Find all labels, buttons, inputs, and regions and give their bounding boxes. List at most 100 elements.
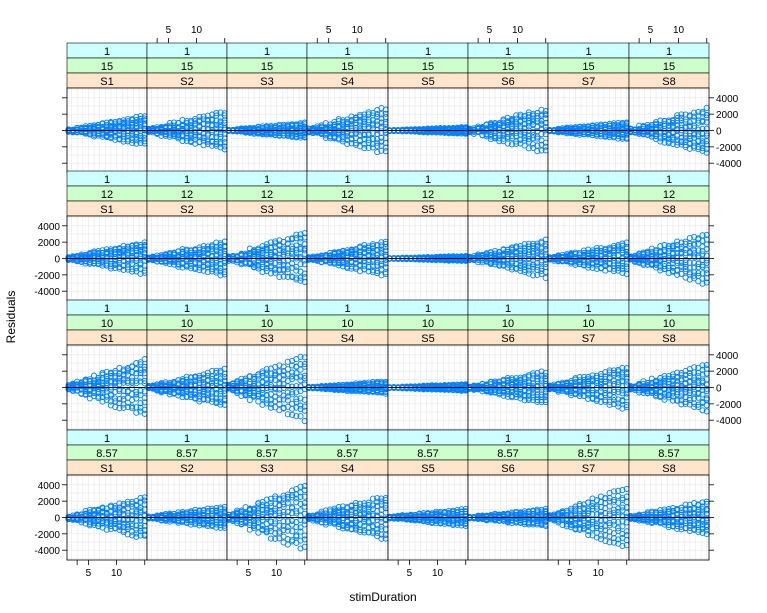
data-point: [344, 116, 351, 123]
data-point: [661, 117, 668, 124]
data-point: [217, 272, 224, 279]
data-point: [204, 116, 211, 123]
data-point: [378, 115, 385, 122]
data-point: [297, 134, 304, 141]
data-point: [234, 126, 241, 133]
data-point: [255, 126, 262, 133]
data-point: [335, 116, 342, 123]
strip-label: 1: [104, 174, 110, 186]
data-point: [525, 138, 532, 145]
data-point: [107, 246, 114, 253]
data-point: [297, 277, 304, 284]
data-point: [284, 236, 291, 243]
data-point: [686, 139, 693, 146]
data-point: [416, 126, 423, 133]
strip-label: S1: [100, 333, 113, 345]
data-point: [200, 116, 207, 123]
panel-S3-15: 1 15 S3: [225, 42, 308, 174]
data-point: [500, 116, 507, 123]
data-point: [196, 264, 203, 271]
strip-label: 1: [264, 303, 270, 315]
data-point: [657, 122, 664, 129]
strip-label: S5: [421, 204, 434, 216]
data-point: [691, 117, 698, 124]
data-point: [521, 120, 528, 127]
data-point: [491, 121, 499, 128]
data-point: [284, 273, 291, 280]
data-point: [339, 136, 346, 143]
data-point: [133, 140, 140, 147]
data-point: [116, 132, 123, 139]
data-point: [90, 248, 98, 255]
strip-label: 1: [585, 174, 591, 186]
panel-S8-12: 1 12 S8: [627, 170, 710, 302]
data-point: [209, 116, 216, 123]
data-point: [196, 113, 203, 120]
strip-label: 15: [341, 61, 353, 73]
data-point: [179, 246, 186, 253]
strip-label: S5: [421, 76, 434, 88]
data-point: [129, 254, 136, 261]
data-point: [200, 142, 207, 149]
data-point: [374, 110, 381, 118]
data-point: [280, 266, 287, 273]
data-point: [534, 110, 541, 117]
data-point: [682, 130, 689, 137]
panel-S5-15: 1 15 S5: [386, 42, 469, 174]
data-point: [361, 114, 368, 121]
data-point: [213, 247, 220, 254]
data-point: [116, 117, 123, 125]
data-point: [133, 113, 140, 120]
data-point: [183, 246, 190, 253]
data-point: [678, 138, 685, 145]
data-point: [213, 251, 220, 258]
data-point: [276, 254, 283, 261]
data-point: [487, 120, 494, 127]
data-point: [272, 238, 279, 245]
data-point: [267, 249, 274, 256]
data-point: [640, 123, 647, 130]
data-point: [276, 262, 283, 269]
data-point: [297, 261, 304, 268]
data-point: [652, 129, 660, 136]
data-point: [631, 126, 638, 133]
data-point: [217, 261, 224, 268]
data-point: [636, 126, 643, 133]
strip-label: 1: [264, 174, 270, 186]
data-point: [217, 118, 224, 125]
data-point: [627, 125, 634, 132]
strip-label: 1: [666, 46, 672, 58]
data-point: [112, 118, 119, 126]
y-tick-label: -4000: [34, 287, 60, 298]
data-point: [200, 120, 207, 127]
strip-label: 15: [582, 61, 594, 73]
x-tick-label: 5: [648, 25, 654, 36]
data-point: [154, 125, 161, 133]
data-point: [276, 273, 283, 281]
data-point: [374, 149, 381, 156]
data-point: [508, 126, 515, 133]
data-point: [107, 260, 114, 268]
x-tick-label: 5: [166, 25, 172, 36]
data-point: [280, 261, 287, 268]
data-point: [209, 129, 216, 136]
data-point: [504, 126, 511, 133]
data-point: [538, 106, 545, 113]
data-point: [276, 241, 283, 248]
data-point: [682, 118, 689, 125]
data-point: [407, 126, 414, 133]
data-point: [213, 121, 220, 128]
data-point: [280, 273, 287, 280]
data-point: [289, 245, 296, 253]
panel-S1-15: 1 15 S1: [65, 42, 148, 174]
data-point: [322, 120, 329, 127]
data-point: [99, 257, 106, 264]
panel-S2-12: 1 12 S2: [145, 170, 228, 302]
data-point: [209, 138, 216, 145]
strip-label: 15: [663, 61, 675, 73]
data-point: [103, 246, 110, 253]
strip-label: 1: [184, 303, 190, 315]
data-point: [487, 121, 494, 129]
data-point: [365, 117, 372, 124]
data-point: [538, 147, 545, 154]
